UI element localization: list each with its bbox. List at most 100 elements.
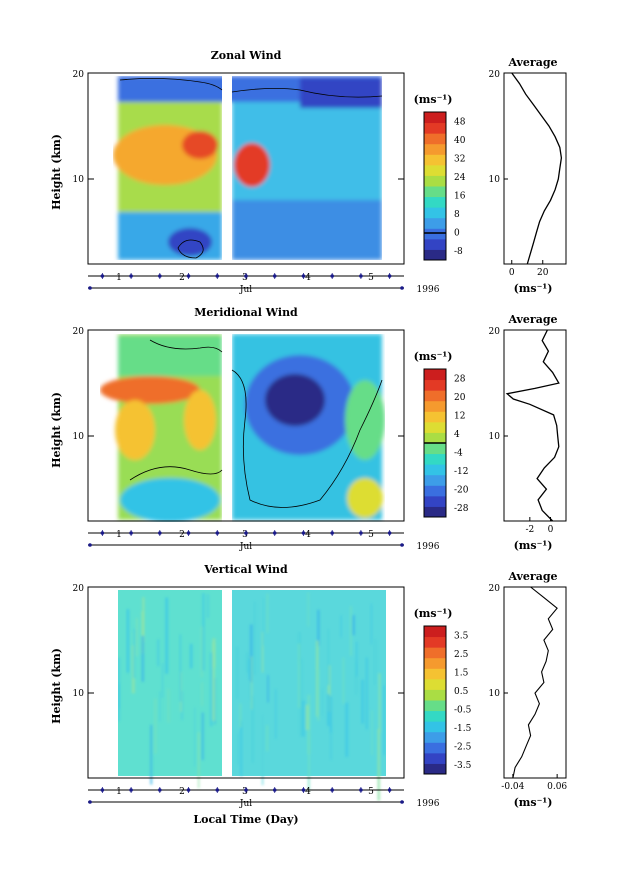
x-tick-label: 1 [116,530,122,540]
zonal-low-layer [232,200,382,260]
vertical-streak [342,657,345,704]
meridional-negative-core [265,374,325,426]
y-tick-label: 10 [73,432,85,442]
colorbar-tick-label: -8 [454,247,463,257]
colorbar-tick-label: -4 [454,448,463,458]
x-tick-label: 4 [305,530,311,540]
x-tick-label: 5 [368,273,374,283]
colorbar-swatch [424,763,446,775]
colorbar-swatch [424,207,446,219]
colorbar-tick-labels: -8 0 8 16 24 32 40 48 [454,117,466,257]
colorbar-tick-label: 32 [454,154,465,164]
colorbar-swatches [424,369,446,518]
colorbar-tick-label: -20 [454,485,469,495]
colorbar-tick-label: 20 [454,393,466,403]
vertical-streak [167,688,170,723]
colorbar-swatch [424,421,446,433]
month-label: Jul [239,799,252,809]
y-tick-label: 20 [489,584,501,594]
vertical-streak [179,634,181,702]
vertical-streak [350,606,352,656]
vertical-wind-title: Vertical Wind [203,563,288,576]
colorbar-swatch [424,400,446,412]
zonal-wind-panel: Zonal Wind 10 20 Height (km) [50,49,567,295]
zero-contour [119,78,383,98]
colorbar-swatch [424,752,446,764]
vertical-bg [118,590,222,776]
colorbar-swatch [424,453,446,465]
zonal-wind-heatmap [113,74,383,264]
vertical-streak [253,601,256,675]
meridional-low-region [120,478,220,522]
vertical-streak [249,624,253,683]
colorbar-swatch [424,164,446,176]
colorbar-swatches [424,626,446,775]
colorbar-tick-label: -3.5 [454,761,472,771]
colorbar-swatch [424,647,446,659]
colorbar-swatch [424,657,446,669]
y-tick-label: 20 [73,70,85,80]
colorbar-swatch [424,636,446,648]
zonal-average-plot: Average 10 20 0 20 (ms⁻¹) [489,56,567,295]
colorbar-tick-label: 0 [454,228,460,238]
average-x-tick-label: 0 [509,268,515,278]
vertical-streak [307,694,311,755]
y-tick-label: 20 [489,70,501,80]
colorbar-tick-label: -1.5 [454,724,472,734]
average-x-label: (ms⁻¹) [514,282,553,295]
vertical-streak [181,690,184,721]
x-tick-label: 1 [116,787,122,797]
colorbar-swatch [424,689,446,701]
year-label: 1996 [417,285,440,295]
meridional-y-label: Height (km) [50,392,63,468]
vertical-streak [200,626,203,678]
colorbar-swatch [424,379,446,391]
colorbar-swatch [424,238,446,250]
x-tick-label: 2 [179,273,185,283]
colorbar-swatch [424,112,446,124]
month-label: Jul [239,542,252,552]
vertical-streak [361,679,364,724]
x-tick-label: 2 [179,787,185,797]
vertical-streak [251,695,255,763]
meridional-wind-panel: Meridional Wind 10 20 Height [50,306,567,552]
x-tick-label: 3 [242,530,248,540]
average-x-label: (ms⁻¹) [514,539,553,552]
vertical-time-axis: 1 2 3 4 5 Jul 1996 Local Time (Day) [88,787,440,826]
colorbar-unit: (ms⁻¹) [414,350,453,363]
vertical-plot-frame [87,586,405,779]
vertical-streak [383,685,386,756]
vertical-streak [214,677,216,725]
colorbar-swatch [424,217,446,229]
x-tick-label: 2 [179,530,185,540]
x-tick-label: 5 [368,787,374,797]
colorbar-swatch [424,432,446,444]
vertical-streak [327,628,330,686]
meridional-positive-band [100,376,200,404]
vertical-streak [210,652,213,727]
colorbar-swatch [424,369,446,381]
vertical-streak [206,594,210,618]
colorbar-swatch [424,411,446,423]
vertical-streak [340,615,342,638]
zonal-max-core [182,131,218,159]
vertical-streak [126,609,130,673]
colorbar-tick-labels: -3.5 -2.5 -1.5 -0.5 0.5 1.5 2.5 3.5 [454,631,472,771]
colorbar-swatch [424,731,446,743]
year-label: 1996 [417,542,440,552]
zonal-time-axis: 1 2 3 4 5 Jul 1996 [88,273,440,295]
vertical-wind-heatmap [118,587,386,801]
vertical-streak [378,673,381,733]
colorbar-swatch [424,249,446,261]
colorbar-tick-label: 16 [454,191,466,201]
meridional-colorbar: (ms⁻¹) -28 -20 -12 -4 4 12 20 28 [414,350,469,518]
vertical-streak [248,658,251,680]
colorbar-tick-label: 3.5 [454,631,469,641]
colorbar-swatch [424,474,446,486]
vertical-streak [301,700,305,737]
vertical-streak [352,615,355,636]
y-tick-label: 10 [489,175,501,185]
colorbar-tick-label: 2.5 [454,650,469,660]
vertical-streak [321,687,323,717]
vertical-streak [329,696,332,733]
